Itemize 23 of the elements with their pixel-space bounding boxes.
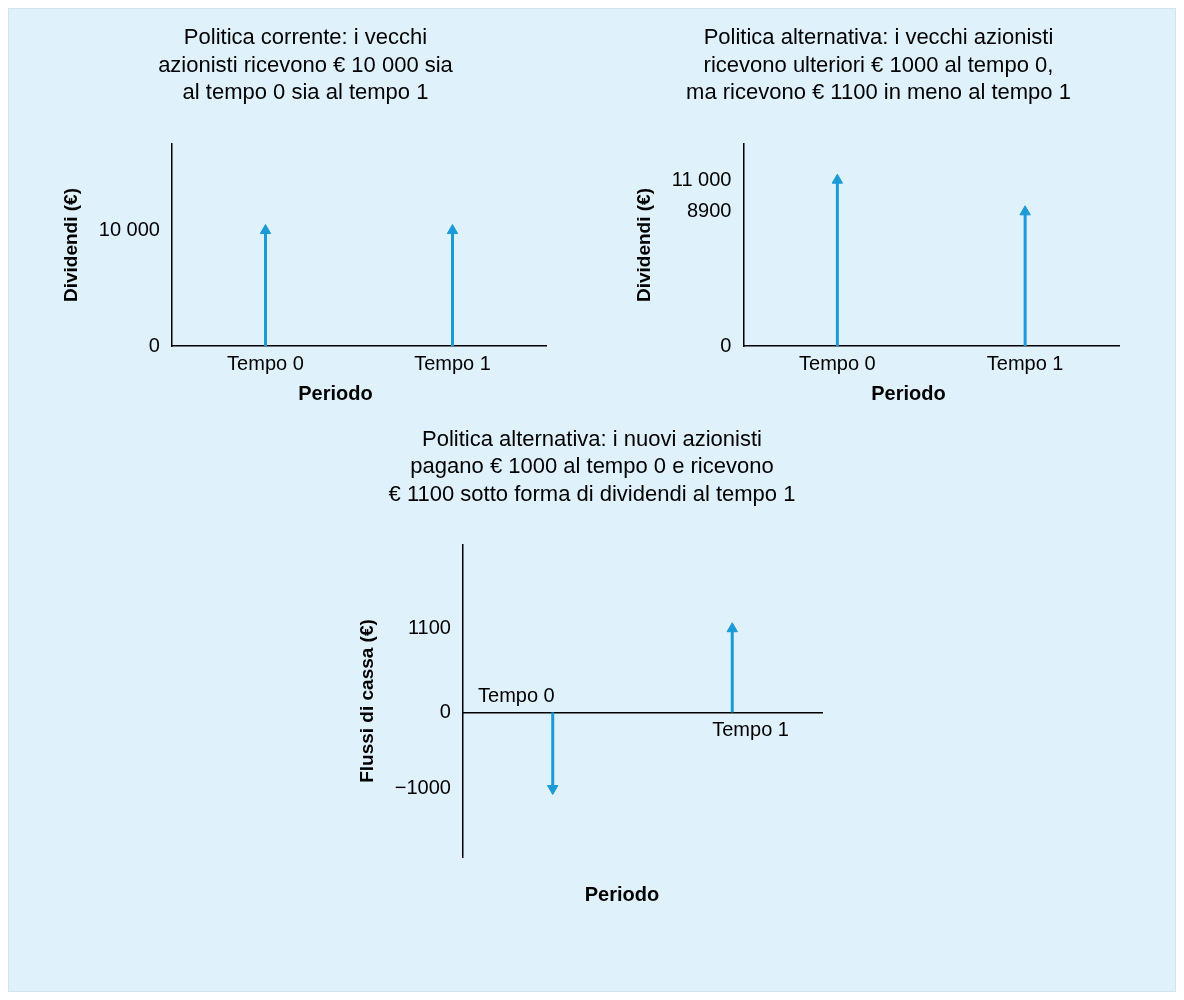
x-tick-label: Tempo 0 — [478, 683, 555, 706]
y-tick-label: −1000 — [394, 776, 451, 799]
chart-title: Politica corrente: i vecchi azionisti ricevono € 10 000 sia al tempo 0 sia al tempo 1 — [158, 23, 453, 106]
x-tick-label: Tempo 0 — [226, 351, 304, 374]
y-tick-label: 0 — [439, 699, 451, 722]
y-tick-label: 1100 — [407, 616, 451, 639]
y-tick-label: 10 000 — [98, 217, 160, 240]
x-tick-label: Tempo 1 — [413, 351, 491, 374]
y-tick-label: 8900 — [686, 198, 731, 221]
chart-title: Politica alternativa: i nuovi azionisti pagano € 1000 al tempo 0 e ricevono € 1100 sotto forma di dividendi al tempo 1 — [388, 424, 796, 507]
y-axis-title: Dividendi (€) — [632, 187, 654, 302]
y-axis-title: Flussi di cassa (€) — [355, 619, 377, 783]
x-tick-label: Tempo 1 — [712, 717, 789, 740]
chart-title: Politica alternativa: i vecchi azionisti ricevono ulteriori € 1000 al tempo 0, ma ricevono € 1100 in meno al tempo 1 — [686, 23, 1071, 106]
x-tick-label: Tempo 1 — [986, 351, 1063, 374]
y-tick-label: 0 — [148, 333, 160, 356]
x-axis-title: Periodo — [297, 381, 373, 405]
x-axis-title: Periodo — [583, 883, 660, 906]
y-axis-title: Dividendi (€) — [59, 187, 81, 302]
y-tick-label: 11 000 — [671, 167, 731, 190]
y-tick-label: 0 — [719, 333, 731, 356]
x-axis-title: Periodo — [870, 381, 946, 405]
x-tick-label: Tempo 0 — [798, 351, 876, 374]
